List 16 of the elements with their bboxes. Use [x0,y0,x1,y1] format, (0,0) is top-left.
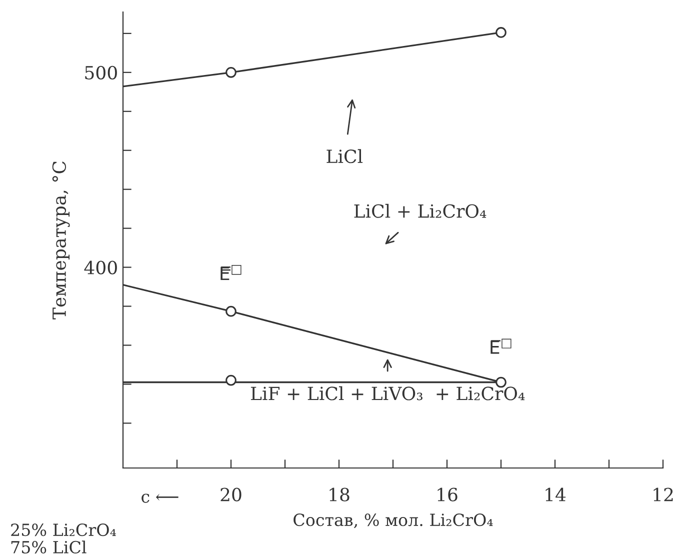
y-axis-title: Температура, °C [52,162,70,320]
annotation: LiCl + Li₂CrO₄ [354,204,486,218]
x-tick-label: 14 [546,488,566,502]
annotation: LiF + LiCl + LiVO₃ + Li₂CrO₄ [250,386,525,400]
annotation: LiCl [326,149,363,164]
text: c ⟵ [142,494,178,503]
x-tick-label: 18 [330,488,350,502]
annotation: E̅$^{□}$ [490,338,512,354]
y-tick-label: 400 [84,260,117,274]
x-tick-label: 16 [438,488,458,502]
x-tick-label: 20 [220,488,242,502]
text: 25% Li₂CrO₄ 75% LiCl [11,524,116,554]
x-axis-title: Состав, % мол. Li₂CrO₄ [294,514,493,528]
annotation: E̿$^{□}$ [220,265,242,280]
x-tick-label: 12 [654,488,673,502]
y-tick-label: 500 [85,66,117,80]
